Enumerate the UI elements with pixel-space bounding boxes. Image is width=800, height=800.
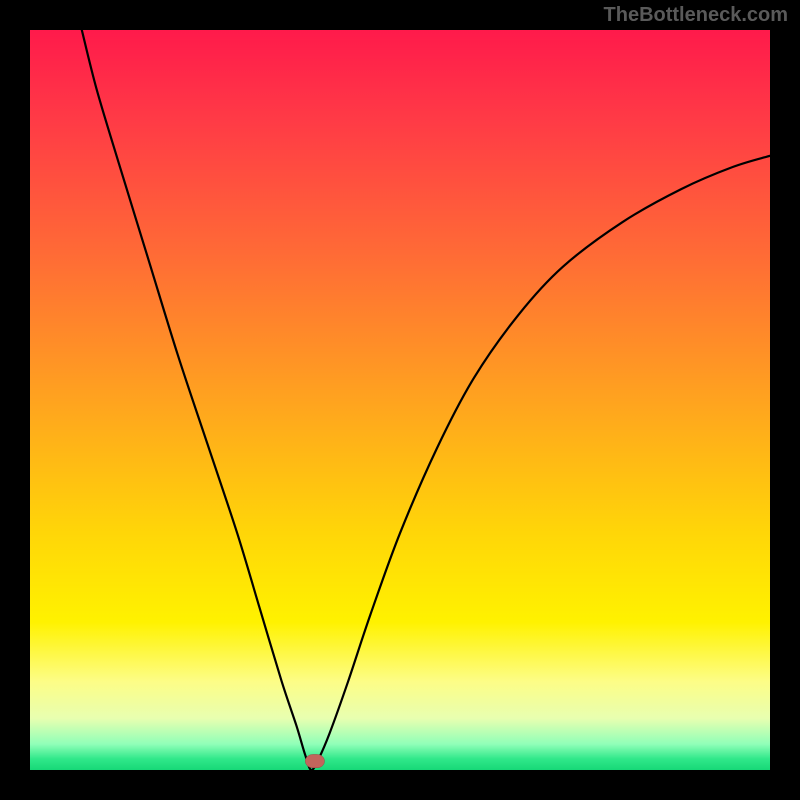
gradient-background: [30, 30, 770, 770]
bottleneck-chart: [30, 30, 770, 770]
optimum-marker: [305, 754, 324, 767]
plot-area: [30, 30, 770, 770]
watermark-label: TheBottleneck.com: [604, 4, 788, 27]
chart-frame: TheBottleneck.com: [0, 0, 800, 800]
